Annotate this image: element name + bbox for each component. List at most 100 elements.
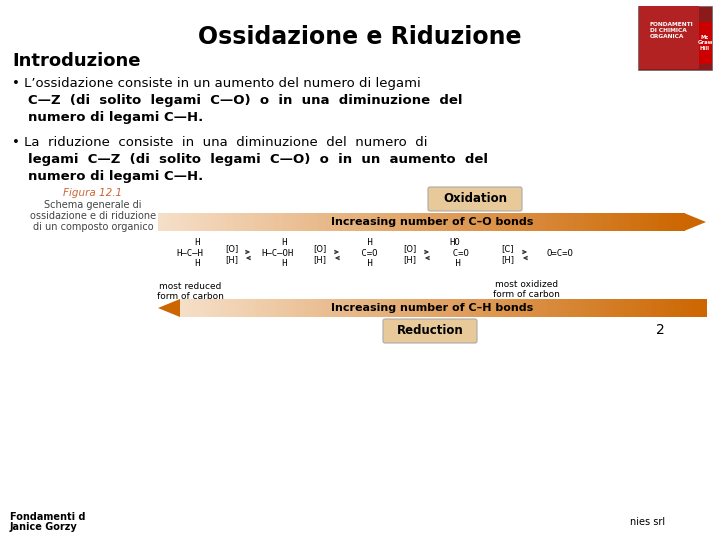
Bar: [663, 213, 666, 231]
Bar: [521, 213, 524, 231]
Bar: [493, 299, 496, 317]
Bar: [546, 299, 549, 317]
Bar: [472, 299, 475, 317]
Bar: [651, 299, 654, 317]
Bar: [230, 299, 233, 317]
Text: most oxidized
form of carbon: most oxidized form of carbon: [493, 280, 560, 299]
Bar: [590, 299, 593, 317]
Bar: [345, 213, 348, 231]
Bar: [522, 299, 525, 317]
Bar: [438, 299, 441, 317]
Bar: [474, 213, 477, 231]
Bar: [595, 299, 598, 317]
Bar: [366, 213, 369, 231]
Bar: [201, 299, 204, 317]
Bar: [495, 213, 498, 231]
FancyBboxPatch shape: [383, 319, 477, 343]
Bar: [572, 299, 575, 317]
Text: [H]: [H]: [313, 255, 326, 265]
Bar: [213, 213, 216, 231]
Bar: [487, 213, 490, 231]
Bar: [294, 213, 298, 231]
Bar: [290, 299, 294, 317]
Bar: [397, 213, 400, 231]
Bar: [527, 299, 531, 317]
Bar: [451, 299, 454, 317]
Bar: [419, 299, 423, 317]
Bar: [372, 299, 375, 317]
Bar: [650, 213, 653, 231]
Bar: [611, 299, 614, 317]
Bar: [192, 213, 195, 231]
Bar: [644, 213, 648, 231]
Bar: [540, 299, 544, 317]
Text: Reduction: Reduction: [397, 325, 464, 338]
Bar: [574, 213, 577, 231]
Bar: [439, 213, 443, 231]
Bar: [199, 299, 202, 317]
Bar: [405, 213, 408, 231]
Bar: [585, 299, 588, 317]
Bar: [634, 213, 637, 231]
Text: • L’ossidazione consiste in un aumento del numero di legami: • L’ossidazione consiste in un aumento d…: [12, 77, 420, 90]
Bar: [184, 213, 187, 231]
Bar: [296, 299, 299, 317]
Bar: [355, 213, 359, 231]
Bar: [648, 299, 652, 317]
Text: Oxidation: Oxidation: [443, 192, 507, 206]
Bar: [567, 299, 570, 317]
Bar: [209, 299, 212, 317]
Text: [C]: [C]: [502, 245, 514, 253]
Bar: [210, 213, 214, 231]
Bar: [385, 299, 388, 317]
Bar: [363, 213, 366, 231]
Bar: [476, 213, 480, 231]
Bar: [592, 213, 595, 231]
Bar: [665, 213, 669, 231]
Bar: [568, 213, 572, 231]
Bar: [308, 213, 311, 231]
Bar: [297, 213, 300, 231]
Bar: [563, 213, 566, 231]
Bar: [441, 299, 444, 317]
Bar: [408, 213, 411, 231]
Bar: [271, 213, 274, 231]
FancyBboxPatch shape: [428, 187, 522, 211]
Bar: [479, 213, 482, 231]
Bar: [550, 213, 553, 231]
Bar: [626, 213, 629, 231]
Bar: [425, 299, 428, 317]
Bar: [498, 299, 501, 317]
Bar: [261, 213, 264, 231]
Bar: [474, 299, 477, 317]
Bar: [301, 299, 304, 317]
Bar: [245, 213, 248, 231]
Bar: [635, 299, 638, 317]
Bar: [654, 299, 657, 317]
Bar: [256, 299, 259, 317]
Bar: [588, 299, 591, 317]
Bar: [668, 213, 671, 231]
Bar: [382, 213, 384, 231]
Bar: [258, 213, 261, 231]
Bar: [341, 299, 343, 317]
Bar: [279, 213, 282, 231]
Bar: [699, 22, 712, 64]
Bar: [204, 299, 207, 317]
Bar: [608, 213, 611, 231]
Bar: [282, 213, 284, 231]
Bar: [600, 299, 604, 317]
Bar: [185, 299, 189, 317]
Bar: [415, 213, 419, 231]
Bar: [237, 213, 240, 231]
Bar: [166, 213, 169, 231]
Bar: [435, 299, 438, 317]
Bar: [449, 299, 451, 317]
Bar: [547, 213, 550, 231]
Bar: [490, 213, 492, 231]
Bar: [443, 299, 446, 317]
Bar: [187, 213, 190, 231]
Bar: [659, 299, 662, 317]
Bar: [564, 299, 567, 317]
Bar: [543, 299, 546, 317]
